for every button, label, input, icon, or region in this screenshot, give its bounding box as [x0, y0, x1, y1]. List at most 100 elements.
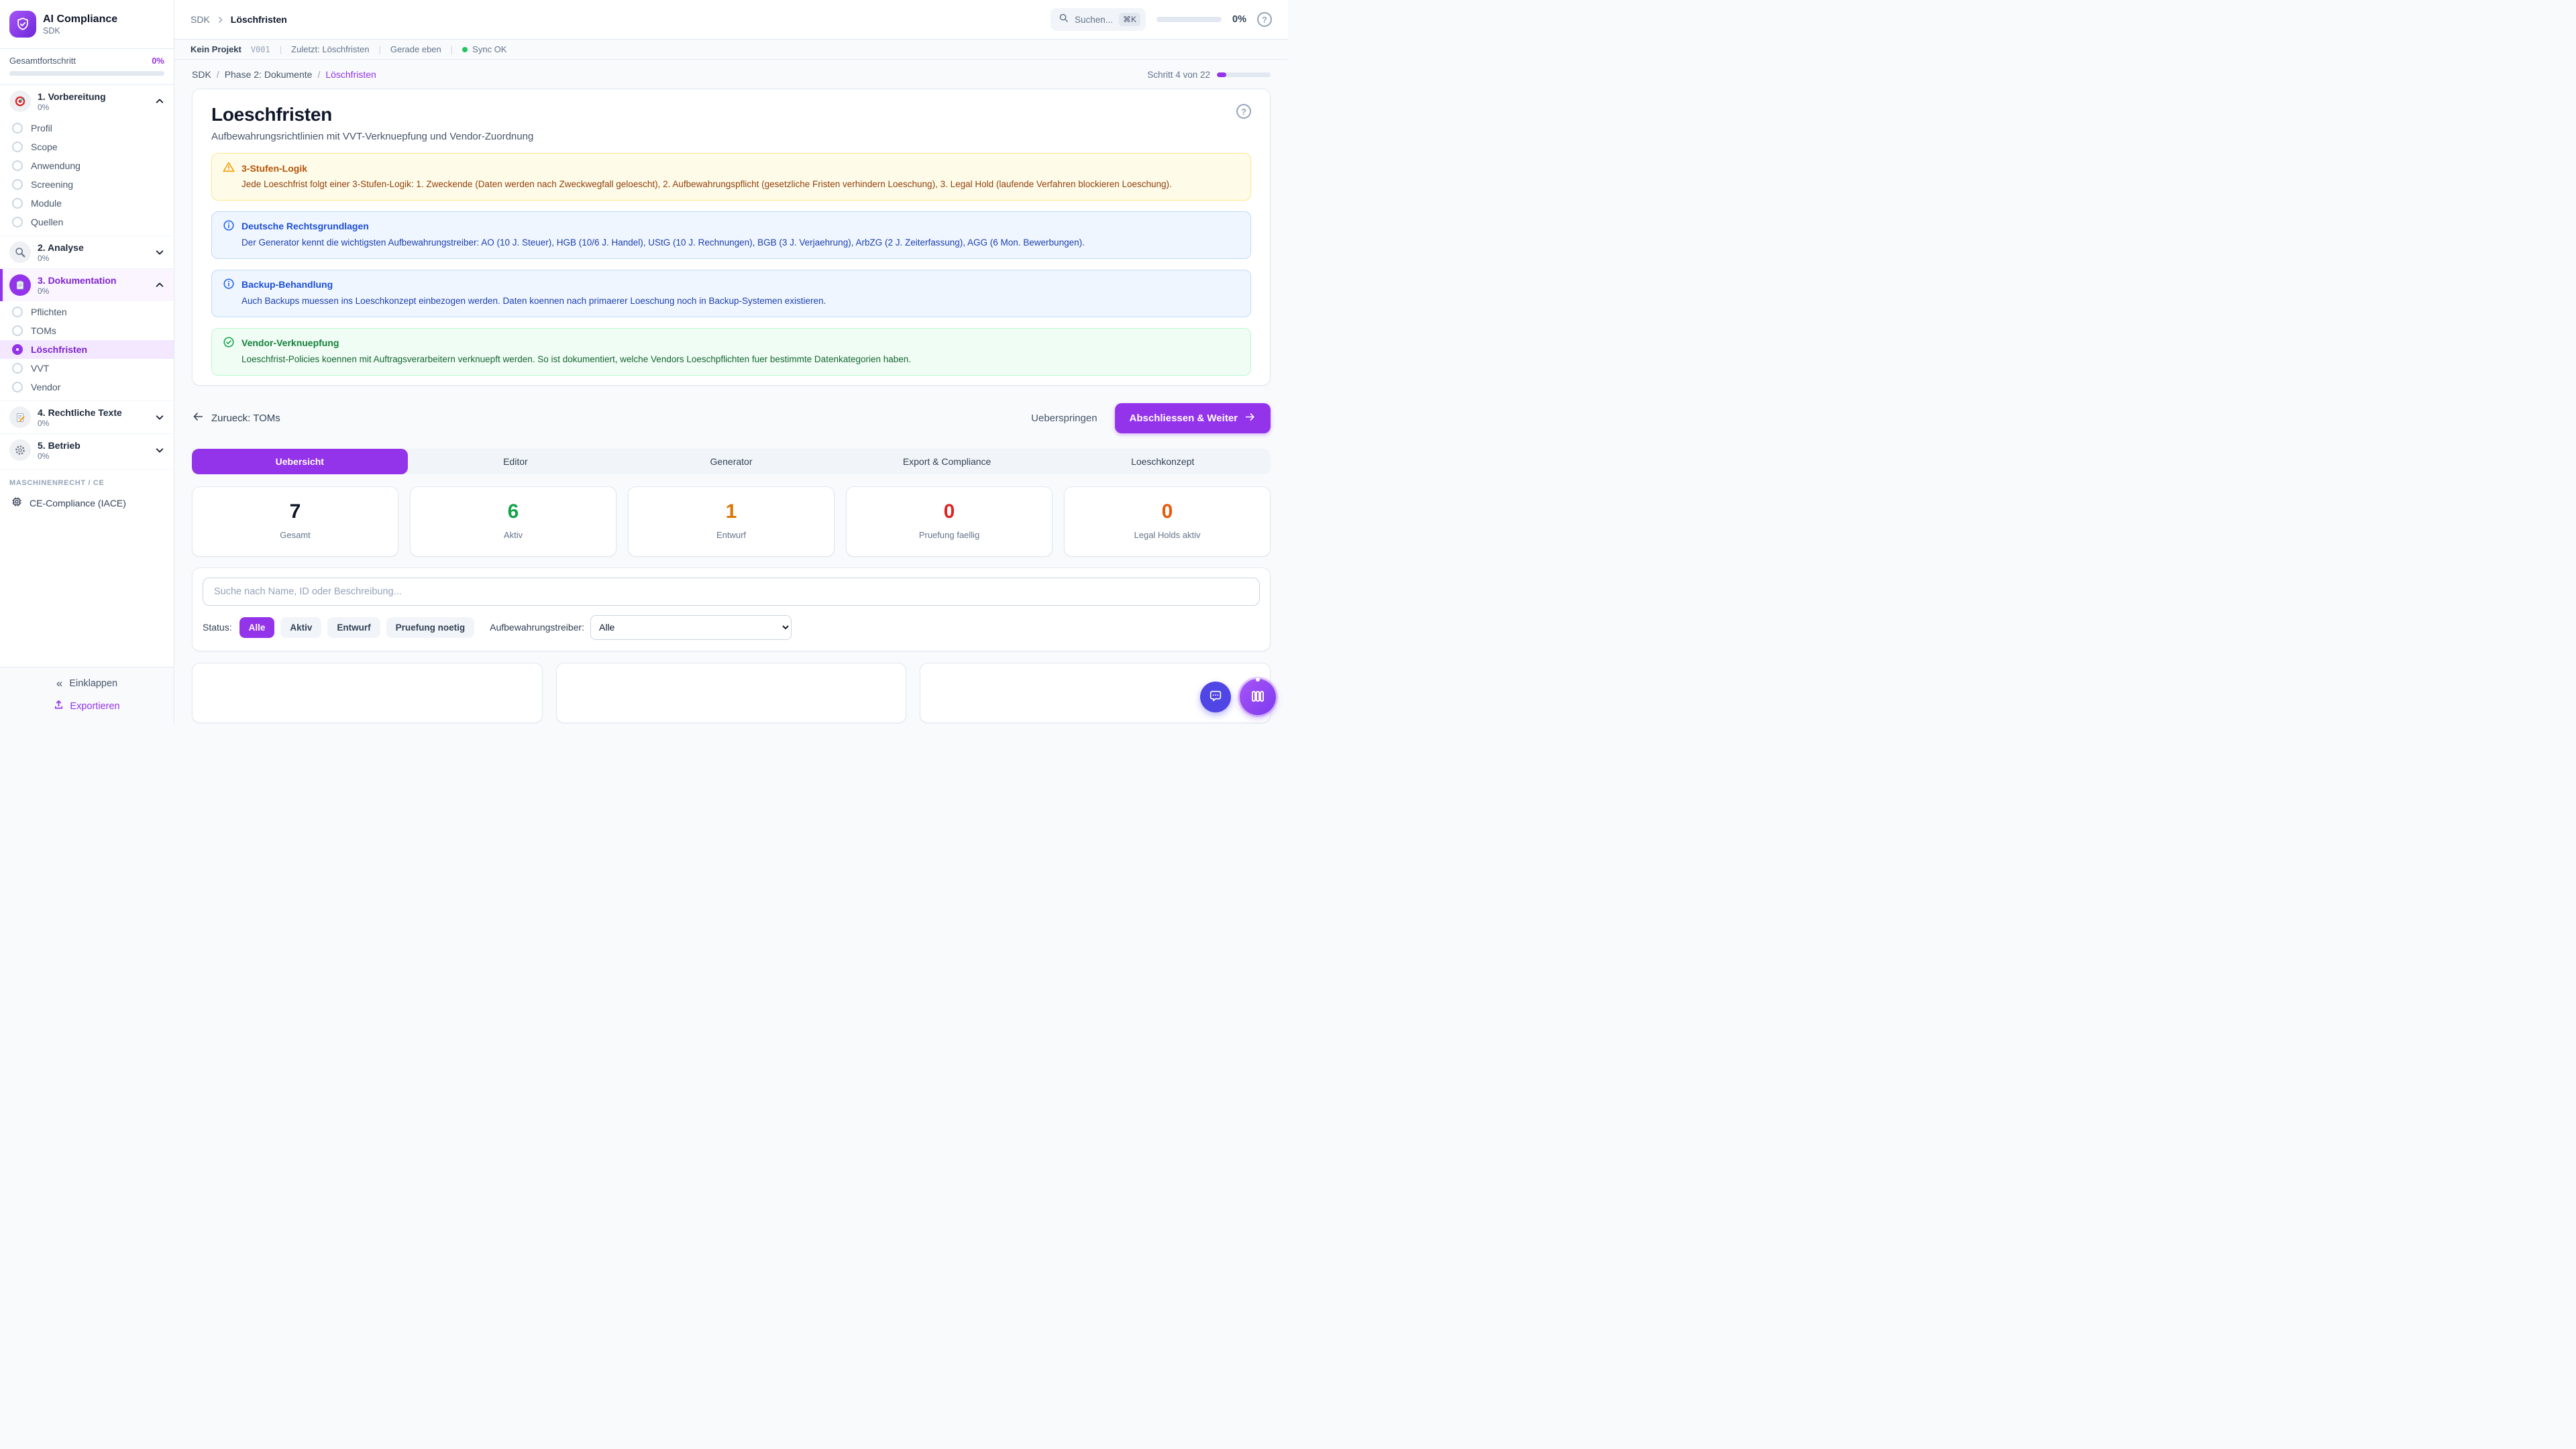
double-chevron-left-icon: «	[56, 677, 63, 690]
overall-progress-label: Gesamtfortschritt	[9, 56, 76, 66]
sidebar-item-anwendung[interactable]: Anwendung	[0, 156, 174, 175]
sidebar-item-quellen[interactable]: Quellen	[0, 213, 174, 231]
overall-progress-bar	[9, 71, 164, 76]
sidebar-section-dokumentation[interactable]: 3. Dokumentation 0%	[0, 268, 174, 301]
sidebar-item-screening[interactable]: Screening	[0, 175, 174, 194]
sidebar-item-loeschfristen[interactable]: Löschfristen	[0, 340, 174, 359]
radio-icon	[12, 363, 23, 374]
status-pill-entwurf[interactable]: Entwurf	[327, 616, 380, 638]
sidebar-item-module[interactable]: Module	[0, 194, 174, 213]
upload-icon	[54, 700, 64, 712]
sidebar-item-ce-compliance[interactable]: CE-Compliance (IACE)	[0, 490, 174, 518]
policy-card[interactable]	[555, 662, 907, 723]
chevron-right-icon	[216, 15, 225, 24]
check-circle-icon	[223, 336, 235, 350]
stat-pruefung-faellig: 0 Pruefung faellig	[846, 486, 1053, 557]
stat-entwurf: 1 Entwurf	[628, 486, 835, 557]
radio-icon	[12, 160, 23, 171]
status-pill-aktiv[interactable]: Aktiv	[280, 616, 322, 638]
export-button[interactable]: Exportieren	[54, 700, 120, 712]
radio-icon	[12, 142, 23, 152]
step-label: Schritt 4 von 22	[1147, 69, 1210, 80]
clipboard-icon	[9, 274, 31, 296]
sidebar-item-profil[interactable]: Profil	[0, 119, 174, 138]
main-area: SDK Löschfristen Suchen... ⌘K 0% ? Kein …	[174, 0, 1288, 724]
sidebar-section-vorbereitung[interactable]: 1. Vorbereitung 0%	[0, 85, 174, 117]
step-progress-bar	[1217, 72, 1271, 77]
columns-fab-button[interactable]	[1240, 679, 1276, 715]
tab-export-compliance[interactable]: Export & Compliance	[902, 455, 991, 467]
sidebar-section-analyse[interactable]: 2. Analyse 0%	[0, 235, 174, 268]
help-icon[interactable]: ?	[1257, 12, 1272, 27]
infobox-stufen-logik: 3-Stufen-Logik Jede Loeschfrist folgt ei…	[211, 153, 1251, 201]
stat-aktiv: 6 Aktiv	[410, 486, 616, 557]
skip-button[interactable]: Ueberspringen	[1031, 412, 1097, 424]
policy-search-input[interactable]	[203, 577, 1260, 606]
chat-fab-button[interactable]	[1200, 682, 1231, 712]
status-pill-pruefung-noetig[interactable]: Pruefung noetig	[386, 616, 475, 638]
tab-editor[interactable]: Editor	[503, 455, 528, 467]
driver-filter-label: Aufbewahrungstreiber:	[490, 622, 584, 633]
version-badge: V001	[250, 44, 270, 54]
chevron-down-icon	[155, 413, 164, 422]
magnifier-icon	[9, 241, 31, 263]
breadcrumb-app[interactable]: SDK	[191, 14, 210, 25]
arrow-left-icon	[192, 411, 204, 425]
sidebar-section-rechtliche-texte[interactable]: 4. Rechtliche Texte 0%	[0, 400, 174, 433]
tab-loeschkonzept[interactable]: Loeschkonzept	[1131, 455, 1195, 467]
chevron-up-icon	[155, 280, 164, 290]
radio-icon	[12, 198, 23, 209]
policy-card[interactable]	[192, 662, 543, 723]
tab-uebersicht[interactable]: Uebersicht	[192, 448, 408, 474]
sidebar-item-scope[interactable]: Scope	[0, 138, 174, 156]
global-search[interactable]: Suchen... ⌘K	[1050, 8, 1146, 31]
last-saved: Gerade eben	[390, 44, 441, 54]
policy-cards-row	[192, 662, 1271, 723]
filter-card: Status: Alle Aktiv Entwurf Pruefung noet…	[192, 567, 1271, 651]
arrow-right-icon	[1244, 411, 1256, 425]
radio-checked-icon	[12, 344, 23, 355]
card-help-icon[interactable]: ?	[1236, 104, 1251, 119]
wizard-nav: Zurueck: TOMs Ueberspringen Abschliessen…	[192, 402, 1271, 433]
overall-progress: Gesamtfortschritt 0%	[0, 49, 174, 85]
app-title: AI Compliance	[43, 13, 118, 25]
step-progress: Schritt 4 von 22	[1147, 70, 1271, 80]
radio-icon	[12, 179, 23, 190]
breadcrumb-sdk[interactable]: SDK	[192, 69, 211, 80]
breadcrumb-phase[interactable]: Phase 2: Dokumente	[224, 69, 313, 80]
sidebar-item-toms[interactable]: TOMs	[0, 321, 174, 340]
collapse-sidebar-button[interactable]: « Einklappen	[56, 677, 118, 690]
sidebar-item-vvt[interactable]: VVT	[0, 359, 174, 378]
status-pill-alle[interactable]: Alle	[239, 616, 275, 638]
sidebar-item-pflichten[interactable]: Pflichten	[0, 303, 174, 321]
sync-ok-dot-icon	[462, 46, 468, 52]
sidebar-group-label: MASCHINENRECHT / CE	[0, 469, 174, 490]
sidebar-item-vendor[interactable]: Vendor	[0, 378, 174, 396]
chip-icon	[11, 496, 23, 510]
sidebar-nav: 1. Vorbereitung 0% Profil Scope Anwendun…	[0, 85, 174, 466]
infobox-backup: Backup-Behandlung Auch Backups muessen i…	[211, 269, 1251, 317]
stat-legal-holds: 0 Legal Holds aktiv	[1064, 486, 1271, 557]
page-breadcrumb: SDK / Phase 2: Dokumente / Löschfristen	[192, 69, 376, 80]
radio-icon	[12, 307, 23, 317]
tab-generator[interactable]: Generator	[710, 455, 753, 467]
radio-icon	[12, 123, 23, 133]
complete-next-button[interactable]: Abschliessen & Weiter	[1114, 402, 1271, 433]
app-logo: AI Compliance SDK	[0, 0, 174, 49]
breadcrumb-page: Löschfristen	[230, 14, 287, 25]
sidebar-section-betrieb[interactable]: 5. Betrieb 0%	[0, 433, 174, 466]
target-icon	[9, 91, 31, 112]
overall-progress-value: 0%	[152, 56, 164, 66]
back-button[interactable]: Zurueck: TOMs	[192, 411, 280, 425]
sync-status: Sync OK	[462, 44, 506, 54]
last-step: Zuletzt: Löschfristen	[291, 44, 370, 54]
topbar: SDK Löschfristen Suchen... ⌘K 0% ?	[174, 0, 1288, 40]
topbar-progress-bar	[1157, 17, 1222, 22]
search-icon	[1059, 13, 1069, 26]
info-circle-icon	[223, 278, 235, 292]
sidebar: AI Compliance SDK Gesamtfortschritt 0% 1…	[0, 0, 174, 724]
stat-gesamt: 7 Gesamt	[192, 486, 398, 557]
info-circle-icon	[223, 219, 235, 233]
driver-select[interactable]: Alle	[590, 614, 792, 640]
chevron-up-icon	[155, 97, 164, 106]
